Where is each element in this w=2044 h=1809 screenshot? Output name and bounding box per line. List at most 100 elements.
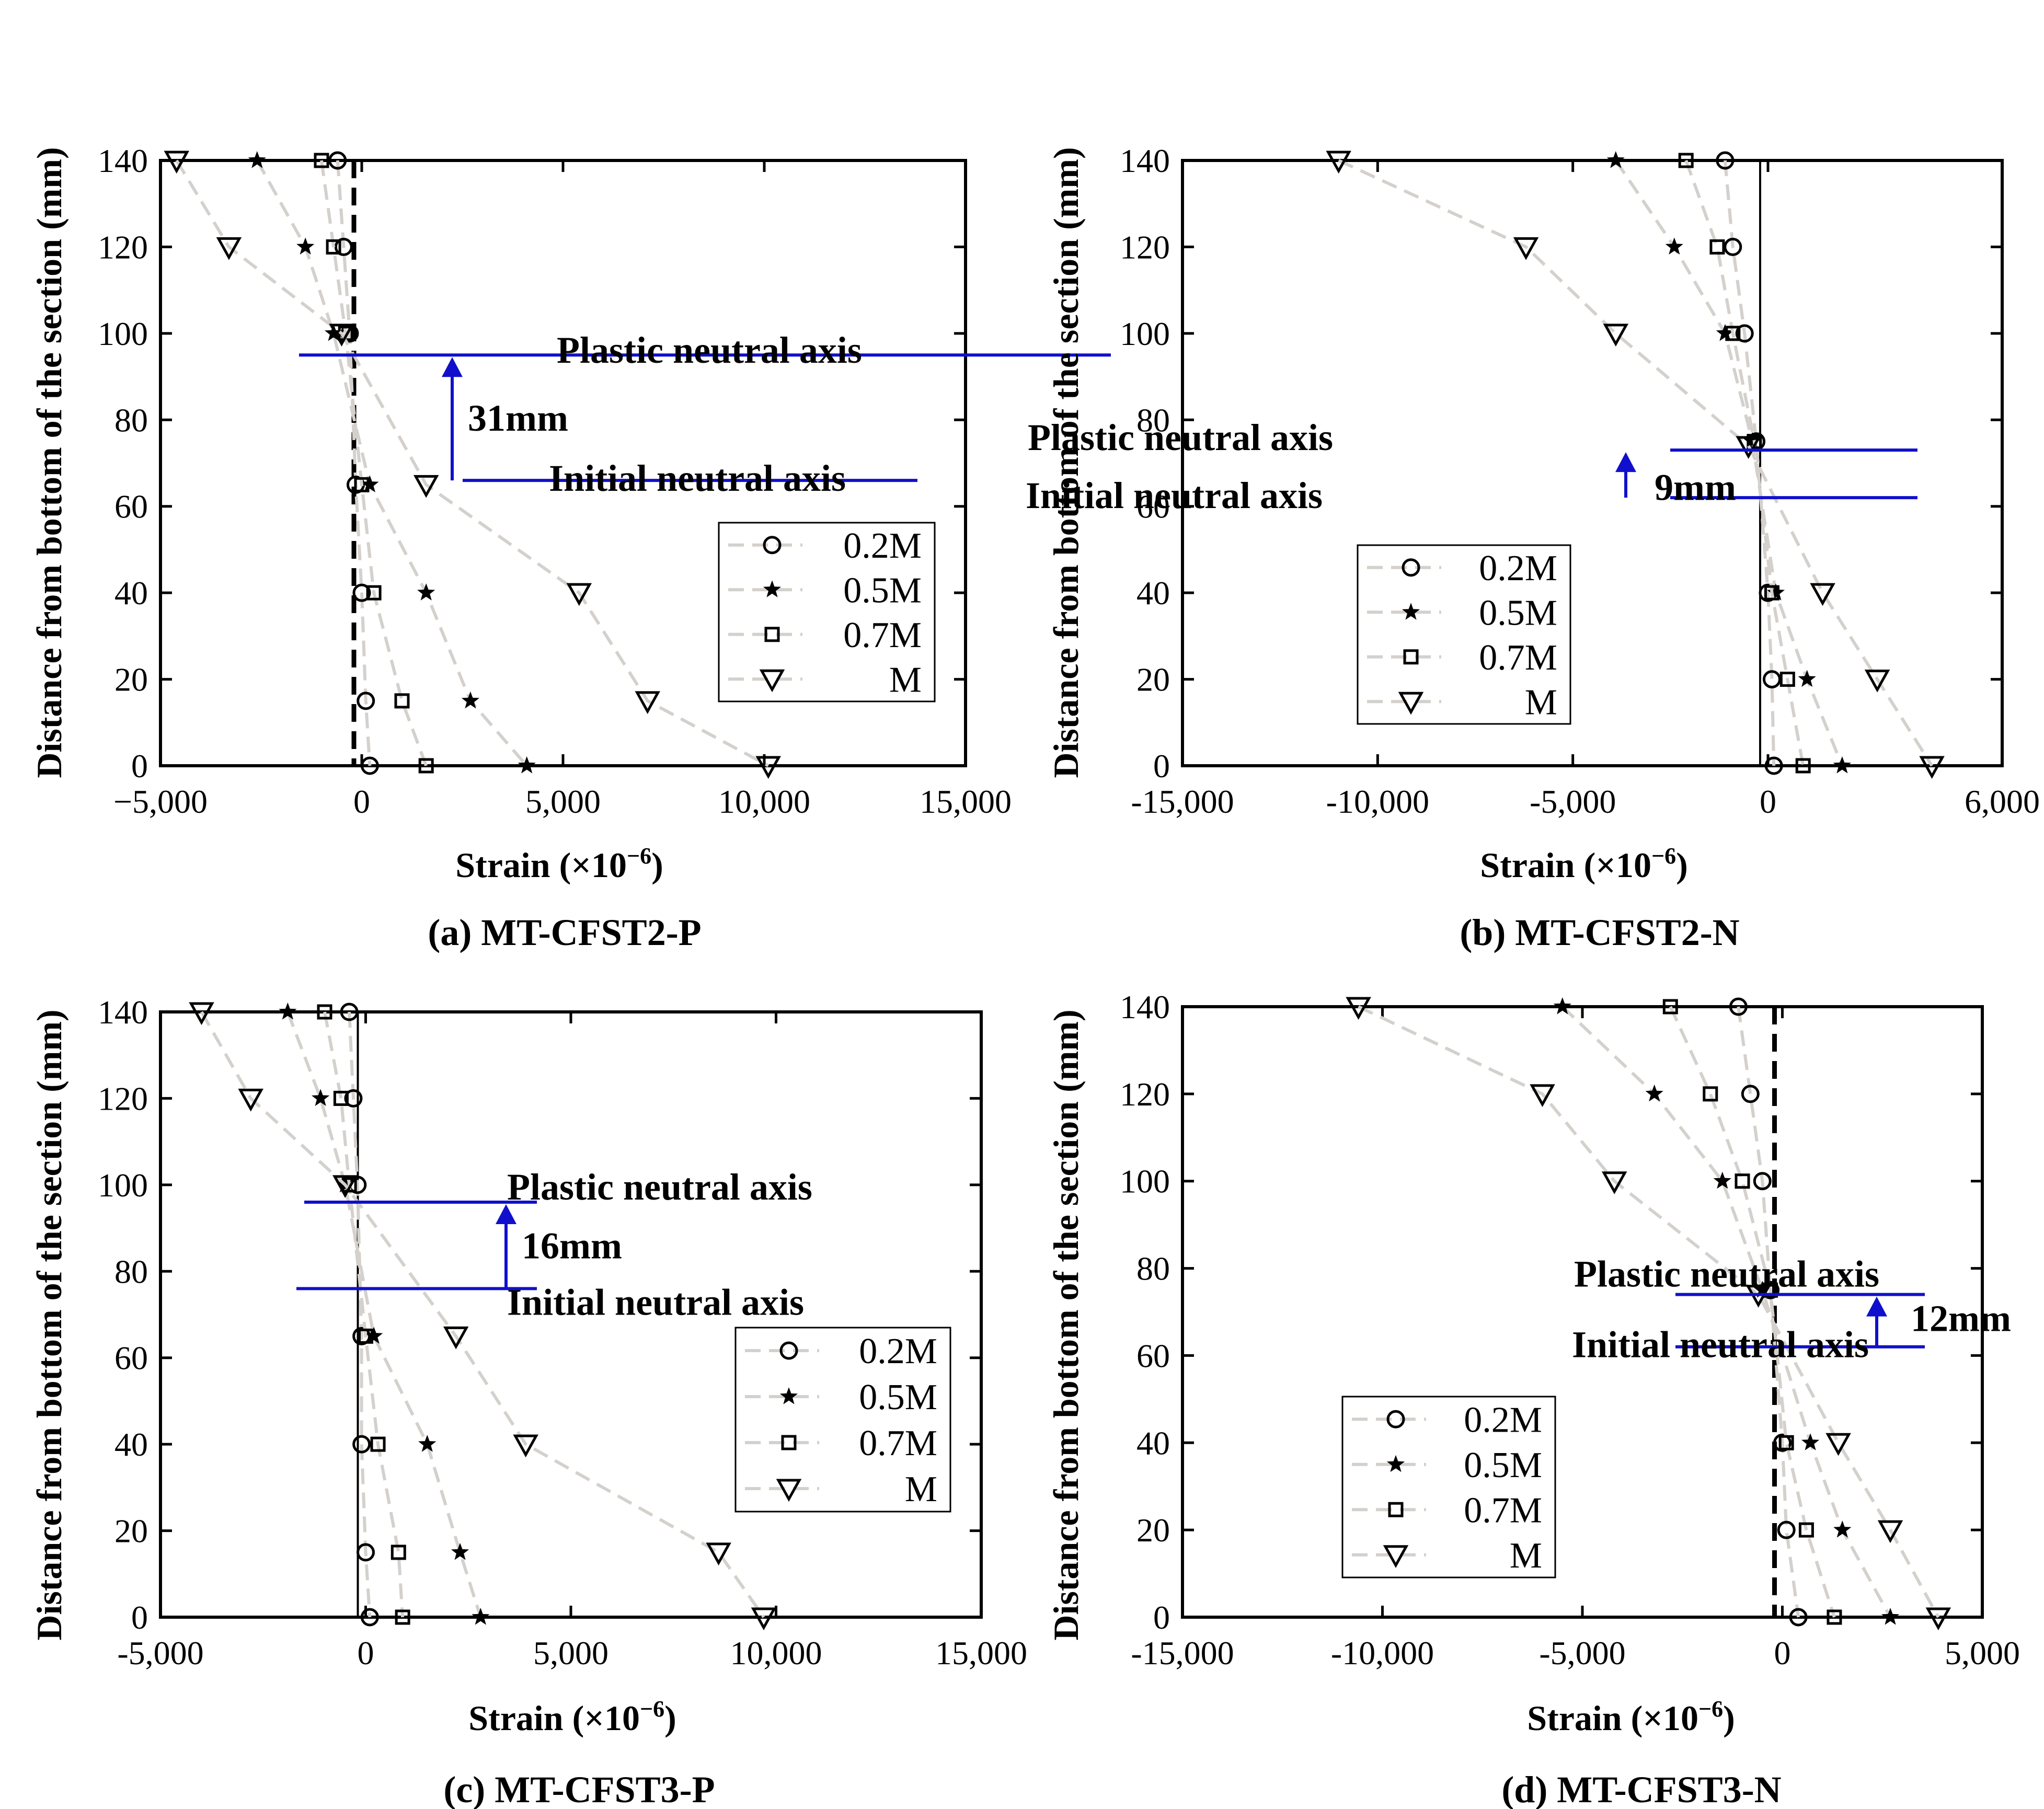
data-point-circle	[1764, 756, 1783, 775]
data-point-circle	[360, 756, 379, 775]
data-point-triangle	[1925, 1607, 1951, 1631]
x-tick-label: -5,000	[117, 1634, 203, 1672]
y-axis-label: Distance from bottom of the section (mm)	[29, 1009, 69, 1640]
data-point-triangle	[1603, 324, 1629, 347]
data-point-triangle	[751, 1607, 777, 1631]
data-point-star	[1386, 1455, 1405, 1472]
legend-label-0.7M: 0.7M	[1479, 638, 1557, 678]
x-axis-label: Strain (×10−6)	[1480, 843, 1687, 885]
neutral-axis-shift-label: 16mm	[522, 1225, 622, 1267]
data-point-star	[1766, 583, 1785, 601]
shift-arrow-head	[496, 1204, 516, 1224]
series-M	[1326, 151, 1945, 779]
series-line	[200, 1011, 765, 1618]
initial-neutral-axis-label: Initial neutral axis	[549, 457, 846, 499]
data-point-star	[1716, 324, 1734, 341]
data-point-circle	[328, 151, 347, 170]
legend-label-0.5M: 0.5M	[843, 570, 922, 610]
data-point-circle	[360, 1608, 379, 1627]
legend-label-M: M	[1525, 682, 1557, 722]
chart-panel-2: -15,000 -10,000 -5,000 0 6,000 0 20 40 60 80 100 12…	[1026, 142, 2040, 953]
data-point-square	[418, 758, 434, 774]
data-point-star	[325, 324, 343, 341]
x-axis-label: Strain (×10−6)	[1527, 1696, 1735, 1738]
data-point-star	[1753, 1281, 1772, 1298]
x-tick-label: −5,000	[113, 783, 208, 820]
chart-panel-4: -15,000 -10,000 -5,000 0 5,000 0 20 40 60 80 100 12…	[1046, 988, 2020, 1809]
data-point-square	[1795, 758, 1811, 774]
data-point-star	[312, 1089, 330, 1106]
legend-label-0.5M: 0.5M	[1479, 593, 1557, 633]
data-point-star	[472, 1608, 490, 1625]
data-point-triangle	[1864, 670, 1890, 693]
data-point-circle	[1735, 324, 1754, 343]
x-tick-label: 15,000	[935, 1634, 1027, 1672]
legend: 0.2M 0.5M 0.7M M	[1341, 1396, 1556, 1578]
data-point-star	[1801, 1433, 1820, 1450]
series-0.5M	[1606, 151, 1851, 774]
initial-neutral-axis-label: Initial neutral axis	[1572, 1324, 1869, 1366]
y-tick-label: 100	[1120, 315, 1170, 352]
x-tick-label: 0	[358, 1634, 374, 1672]
series-0.7M	[314, 153, 434, 774]
data-point-square	[1703, 1086, 1718, 1102]
series-line	[320, 160, 428, 767]
data-point-square	[1678, 153, 1694, 168]
data-point-square	[366, 585, 382, 601]
y-tick-label: 0	[1153, 1599, 1170, 1636]
neutral-axis-shift-label: 12mm	[1911, 1298, 2011, 1340]
data-point-triangle	[413, 475, 439, 498]
data-point-circle	[1789, 1608, 1808, 1627]
x-tick-label: -5,000	[1530, 783, 1616, 820]
y-tick-label: 140	[1120, 988, 1170, 1026]
plastic-neutral-axis-label: Plastic neutral axis	[1028, 417, 1333, 458]
data-point-star	[279, 1003, 297, 1020]
legend-box	[734, 1327, 951, 1513]
y-tick-label: 60	[114, 488, 148, 525]
data-point-square	[1779, 672, 1795, 687]
data-point-star	[1798, 670, 1816, 687]
y-tick-label: 0	[131, 1599, 148, 1636]
legend-label-M: M	[905, 1469, 937, 1510]
data-point-square	[354, 477, 370, 492]
legend-box	[718, 522, 936, 702]
data-point-star	[248, 151, 266, 168]
y-tick-label: 140	[1120, 142, 1170, 179]
y-tick-label: 60	[1136, 488, 1170, 525]
data-point-circle	[1402, 558, 1420, 577]
plastic-neutral-axis-label: Plastic neutral axis	[557, 329, 862, 371]
data-point-star	[1833, 756, 1851, 774]
data-point-star	[763, 580, 782, 597]
data-point-triangle	[1530, 1084, 1555, 1108]
series-line	[1338, 159, 1934, 767]
data-point-triangle	[164, 151, 190, 174]
data-point-circle	[763, 536, 782, 555]
y-tick-label: 100	[98, 315, 148, 352]
legend-label-0.7M: 0.7M	[843, 615, 922, 655]
data-point-triangle	[329, 324, 354, 347]
series-M	[164, 151, 781, 779]
data-point-star	[461, 691, 479, 709]
y-tick-label: 120	[98, 228, 148, 266]
y-tick-label: 80	[1136, 401, 1170, 439]
data-point-square	[391, 1545, 406, 1560]
data-point-square	[1725, 326, 1741, 341]
plastic-neutral-axis-label: Plastic neutral axis	[1574, 1253, 1879, 1295]
series-line	[348, 1011, 372, 1618]
data-point-square	[1764, 585, 1779, 601]
legend-label-0.5M: 0.5M	[859, 1377, 937, 1418]
chart-panel-1: −5,000 0 5,000 10,000 15,0000204060801001201…	[29, 142, 1111, 953]
data-point-triangle	[189, 1002, 214, 1026]
data-point-square	[764, 627, 780, 642]
data-point-circle	[344, 1089, 363, 1108]
data-point-triangle	[1736, 436, 1761, 459]
y-tick-label: 20	[114, 661, 148, 698]
data-point-square	[781, 1435, 797, 1450]
series-0.2M	[1716, 151, 1783, 775]
data-point-star	[361, 475, 379, 492]
data-point-square	[395, 1609, 410, 1625]
data-point-triangle	[513, 1434, 538, 1458]
y-tick-label: 20	[1136, 661, 1170, 698]
shift-arrow-head	[1615, 452, 1636, 473]
data-point-circle	[352, 1435, 371, 1454]
